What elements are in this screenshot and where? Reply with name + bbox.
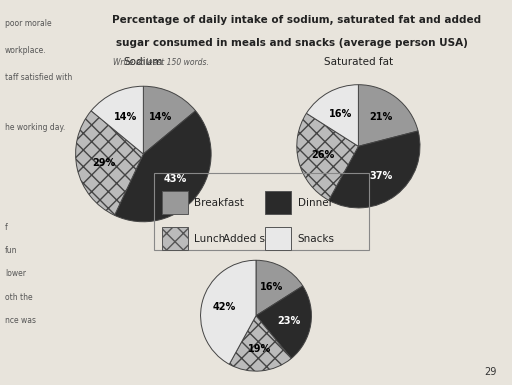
FancyBboxPatch shape	[162, 227, 188, 250]
Text: Snacks: Snacks	[297, 234, 335, 244]
Text: 14%: 14%	[114, 112, 138, 122]
Text: oth the: oth the	[5, 293, 33, 301]
Text: 16%: 16%	[261, 281, 284, 291]
Wedge shape	[256, 260, 303, 316]
Wedge shape	[115, 111, 211, 222]
Wedge shape	[329, 131, 420, 208]
Text: poor morale: poor morale	[5, 19, 52, 28]
FancyBboxPatch shape	[265, 227, 291, 250]
Wedge shape	[229, 316, 291, 371]
Wedge shape	[297, 113, 358, 200]
Text: nce was: nce was	[5, 316, 36, 325]
Text: workplace.: workplace.	[5, 46, 47, 55]
Text: 42%: 42%	[212, 303, 236, 313]
Text: he working day.: he working day.	[5, 123, 66, 132]
Title: Saturated fat: Saturated fat	[324, 57, 393, 67]
Text: 29: 29	[484, 367, 497, 377]
Wedge shape	[256, 286, 311, 358]
Title: Sodium: Sodium	[124, 57, 163, 67]
Wedge shape	[201, 260, 256, 364]
Text: lower: lower	[5, 270, 26, 278]
FancyBboxPatch shape	[162, 191, 188, 214]
Text: 19%: 19%	[247, 344, 271, 354]
Text: Percentage of daily intake of sodium, saturated fat and added: Percentage of daily intake of sodium, sa…	[113, 15, 481, 25]
Text: f: f	[5, 223, 8, 232]
Wedge shape	[143, 86, 196, 154]
Text: 43%: 43%	[164, 174, 187, 184]
Wedge shape	[76, 111, 143, 215]
Wedge shape	[306, 85, 358, 146]
Text: Dinner: Dinner	[297, 198, 333, 208]
Text: 21%: 21%	[370, 112, 393, 122]
Text: sugar consumed in meals and snacks (average person USA): sugar consumed in meals and snacks (aver…	[116, 38, 468, 49]
Text: 14%: 14%	[149, 112, 173, 122]
Text: 16%: 16%	[329, 109, 352, 119]
Wedge shape	[358, 85, 418, 146]
Text: 29%: 29%	[92, 158, 115, 168]
Text: Breakfast: Breakfast	[195, 198, 244, 208]
Text: 23%: 23%	[277, 316, 301, 326]
FancyBboxPatch shape	[265, 191, 291, 214]
Text: Lunch: Lunch	[195, 234, 226, 244]
Title: Added sugar: Added sugar	[223, 234, 289, 244]
Wedge shape	[91, 86, 143, 154]
Text: fun: fun	[5, 246, 17, 255]
Text: 37%: 37%	[370, 171, 393, 181]
Text: 26%: 26%	[311, 151, 334, 161]
Text: taff satisfied with: taff satisfied with	[5, 73, 72, 82]
Text: Write at least 150 words.: Write at least 150 words.	[113, 58, 208, 67]
